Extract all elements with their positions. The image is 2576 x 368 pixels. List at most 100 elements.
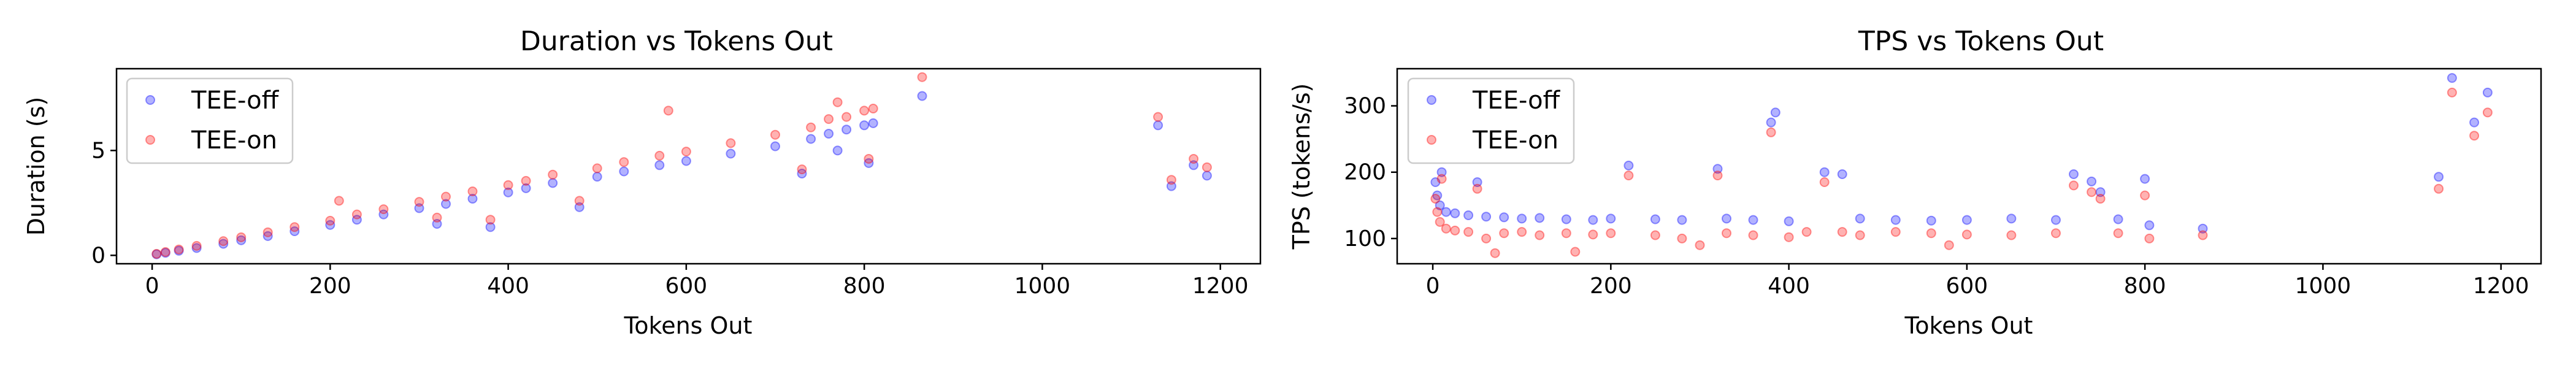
data-point [1517,227,1527,237]
data-point [467,194,478,204]
data-point [2434,183,2444,194]
data-point [1926,215,1936,226]
data-point [2051,215,2061,225]
data-point [1623,171,1634,181]
data-point [1432,207,1443,217]
data-point [1890,215,1901,225]
data-point [1463,227,1474,237]
data-point [1766,127,1776,137]
data-point [191,243,202,253]
data-point [263,231,273,241]
data-point [218,239,229,249]
data-point [1855,213,1865,224]
data-point [806,122,816,132]
data-point [1770,107,1781,118]
data-point [1189,154,1199,164]
data-point [191,240,202,251]
data-point [521,175,531,186]
data-point [859,120,870,131]
data-point [681,156,691,166]
data-point [441,199,451,209]
data-point [1441,223,1451,234]
legend-marker-tee-on [1427,135,1436,145]
chart-title: Duration vs Tokens Out [520,26,833,57]
data-point [263,227,273,237]
data-point [1623,160,1634,171]
data-point [1650,230,1660,240]
data-point [1712,164,1723,174]
data-point [1606,228,1616,239]
data-point [1722,213,1731,224]
duration-chart: Duration vs Tokens Out 0 200 400 600 800 1000… [23,26,1262,339]
data-point [1481,212,1492,222]
data-point [151,249,162,259]
data-point [1944,240,1954,250]
x-tick-label: 600 [1946,274,1988,299]
legend-label-tee-on: TEE-on [1472,126,1558,155]
axis-ticks: 0 200 400 600 800 1000 1200 100 200 300 [1344,94,2529,299]
legend-label-tee-off: TEE-off [1472,86,1561,115]
data-point [1472,183,1482,194]
data-point [1472,177,1482,187]
chart-title: TPS vs Tokens Out [1858,26,2104,57]
data-point [864,158,874,168]
plot-frame [1396,67,2542,265]
x-tick-label: 200 [309,274,351,299]
data-point [414,203,424,213]
plot-points [151,72,1212,259]
data-point [1677,215,1687,225]
data-point [1837,227,1847,237]
x-axis-label: Tokens Out [1904,312,2033,339]
data-point [1153,120,1163,131]
data-point [351,209,362,220]
legend-label-tee-on: TEE-on [191,126,277,155]
data-point [174,244,184,255]
x-tick-label: 1200 [2473,274,2529,299]
data-point [1650,214,1660,224]
data-point [1588,215,1598,225]
series-tee-off [151,91,1212,259]
data-point [1819,167,1830,177]
data-point [2469,117,2480,128]
data-point [2140,174,2150,184]
y-tick-label: 100 [1344,226,1386,251]
data-point [592,163,602,174]
data-point [1166,175,1176,185]
x-axis-label: Tokens Out [624,312,753,339]
data-point [824,129,834,139]
plot-points [1430,73,2493,258]
data-point [1606,213,1616,224]
data-point [841,125,852,135]
data-point [1463,210,1474,220]
data-point [1430,177,1441,187]
data-point [334,196,344,206]
data-point [841,112,852,122]
data-point [236,232,247,242]
series-tee-off [1430,73,2493,234]
data-point [824,114,834,125]
data-point [2198,230,2208,240]
data-point [1561,228,1571,239]
data-point [1481,233,1492,243]
data-point [2087,187,2097,197]
legend-marker-tee-off [145,95,155,105]
data-point [592,172,602,182]
legend: TEE-off TEE-on [126,77,294,164]
data-point [218,236,229,247]
data-point [1748,215,1758,225]
data-point [2447,73,2457,83]
y-tick-label: 5 [91,138,105,163]
tps-chart: TPS vs Tokens Out 0 200 400 600 800 1000 1200 1… [1288,26,2542,339]
data-point [432,212,442,223]
x-tick-label: 400 [487,274,529,299]
data-point [1441,207,1451,217]
data-point [1450,225,1460,236]
data-point [1535,213,1545,223]
data-point [1450,208,1460,218]
data-point [663,105,673,116]
data-point [1722,228,1731,239]
data-point [797,164,807,175]
x-tick-label: 400 [1768,274,1810,299]
data-point [467,186,478,196]
data-point [351,215,362,225]
